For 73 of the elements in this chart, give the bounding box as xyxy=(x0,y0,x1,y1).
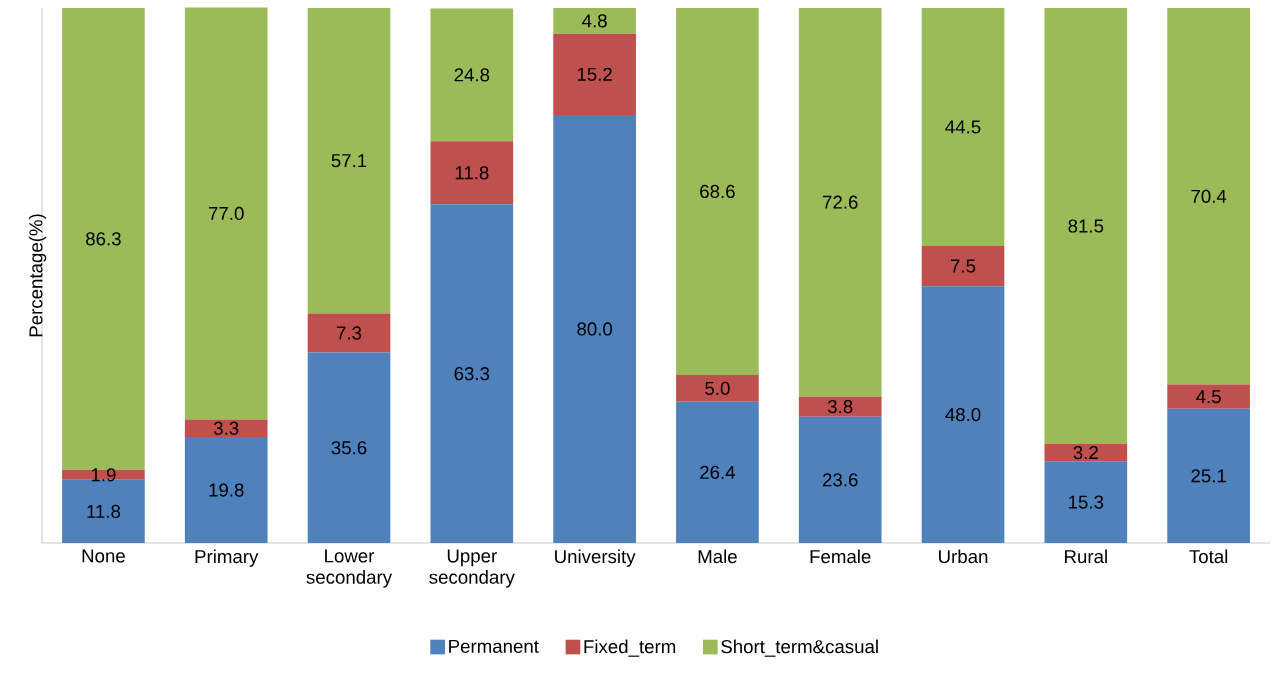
bar xyxy=(430,141,514,205)
x-tick-label: Primary xyxy=(195,549,259,567)
data-label: 86.3 xyxy=(86,232,121,246)
data-label: 63.3 xyxy=(454,367,490,381)
bar xyxy=(430,204,514,543)
y-axis-title: Percentage(%) xyxy=(28,214,47,337)
data-label: 68.6 xyxy=(700,184,735,199)
legend-label: Short_term&casual xyxy=(721,639,878,657)
bar xyxy=(676,401,759,543)
data-label: 7.5 xyxy=(951,259,976,273)
data-label: 57.1 xyxy=(331,154,367,168)
bar xyxy=(676,374,759,402)
bar xyxy=(184,419,268,438)
data-label: 3.3 xyxy=(213,421,239,435)
bar xyxy=(307,7,391,314)
bar xyxy=(921,286,1005,543)
bar xyxy=(430,8,514,142)
data-label: 3.8 xyxy=(827,399,853,414)
bar xyxy=(307,352,391,543)
bar xyxy=(1044,461,1128,543)
bar xyxy=(184,437,268,543)
data-label: 48.0 xyxy=(945,407,981,422)
x-tick-label: None xyxy=(82,549,125,563)
data-label: 4.8 xyxy=(582,14,607,28)
bar xyxy=(798,7,882,397)
x-tick-label: Total xyxy=(1189,549,1228,564)
data-label: 81.5 xyxy=(1068,219,1104,233)
data-label: 7.3 xyxy=(337,326,362,340)
data-label: 15.2 xyxy=(577,67,612,81)
data-label: 24.8 xyxy=(454,68,490,82)
data-label: 5.0 xyxy=(705,381,730,395)
data-label: 72.6 xyxy=(823,195,858,209)
bar xyxy=(1167,7,1250,385)
bar xyxy=(307,313,391,353)
bar xyxy=(62,7,145,470)
bar xyxy=(798,416,882,543)
data-label: 70.4 xyxy=(1191,189,1227,203)
data-label: 26.4 xyxy=(700,465,736,479)
x-tick-label: Lower secondary xyxy=(306,549,393,588)
data-label: 11.8 xyxy=(455,166,489,180)
bar xyxy=(1167,408,1250,543)
bar xyxy=(553,114,636,543)
bar xyxy=(921,7,1005,247)
bar xyxy=(1044,444,1128,462)
data-label: 25.1 xyxy=(1191,469,1226,483)
x-tick-label: Rural xyxy=(1065,549,1107,564)
bar xyxy=(798,396,882,417)
x-tick-label: Urban xyxy=(939,549,988,564)
bar xyxy=(921,246,1005,287)
x-tick-label: University xyxy=(555,549,636,567)
data-label: 4.5 xyxy=(1196,390,1221,404)
x-tick-label: Female xyxy=(810,549,871,564)
data-label: 44.5 xyxy=(945,120,981,134)
bar xyxy=(1167,384,1250,409)
x-tick-label: Upper secondary xyxy=(429,549,515,588)
bar xyxy=(62,469,145,480)
data-label: 1.9 xyxy=(91,468,116,482)
bar xyxy=(1044,7,1128,445)
data-label: 77.0 xyxy=(209,206,244,221)
data-label: 23.6 xyxy=(822,473,858,487)
data-label: 3.2 xyxy=(1073,445,1098,460)
legend-label: Fixed_term xyxy=(584,639,676,657)
data-label: 19.8 xyxy=(209,483,244,497)
bar xyxy=(184,7,268,420)
bar xyxy=(553,33,636,115)
x-tick-label: Male xyxy=(698,549,737,564)
data-label: 35.6 xyxy=(331,441,367,455)
data-label: 80.0 xyxy=(577,322,613,336)
bar xyxy=(676,7,759,375)
bar xyxy=(553,7,636,34)
data-label: 11.8 xyxy=(87,504,121,519)
data-label: 15.3 xyxy=(1069,495,1104,509)
legend-label: Permanent xyxy=(449,639,539,653)
